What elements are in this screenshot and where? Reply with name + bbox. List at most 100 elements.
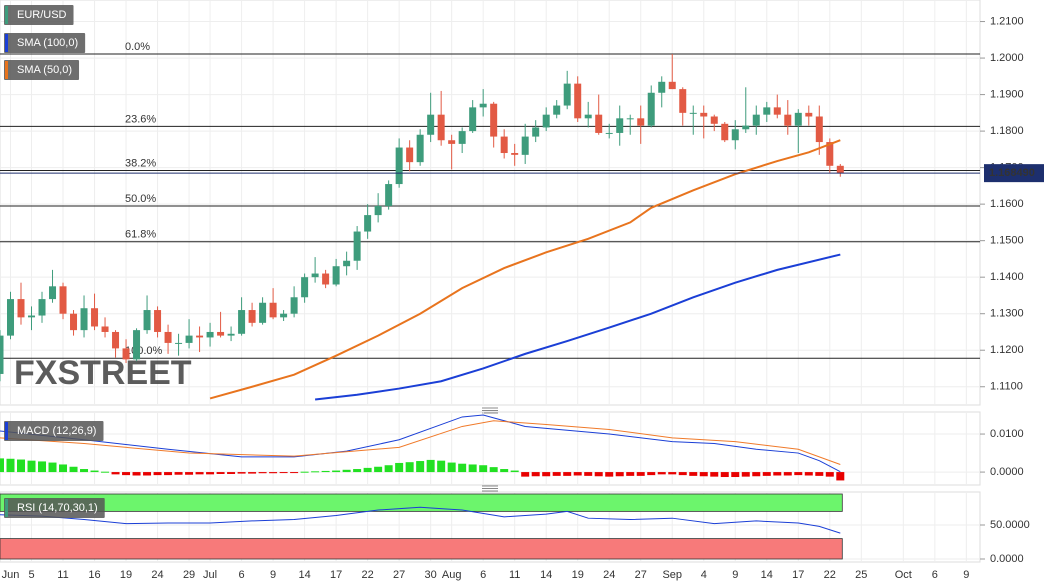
legend-swatch <box>5 6 8 24</box>
legend-item[interactable]: RSI (14,70,30,1) <box>4 498 105 518</box>
x-tick-label: 24 <box>603 569 615 581</box>
histogram-bar <box>227 472 236 474</box>
legend-swatch <box>5 422 8 440</box>
histogram-bar <box>311 471 320 473</box>
candle-body <box>836 165 844 174</box>
histogram-bar <box>437 460 446 473</box>
candle-body <box>353 231 361 261</box>
histogram-bar <box>153 472 162 476</box>
x-tick-label: 11 <box>57 569 68 581</box>
y-tick-label: 50.0000 <box>990 519 1030 531</box>
y-tick-label: 0.0000 <box>990 466 1024 478</box>
fib-label: 61.8% <box>125 229 156 241</box>
candle-body <box>133 330 141 360</box>
resize-handle[interactable] <box>482 407 498 414</box>
overbought-zone <box>0 493 843 512</box>
y-tick-label: 1.1800 <box>990 125 1024 137</box>
candle-body <box>385 184 393 206</box>
candle-body <box>332 266 340 285</box>
histogram-bar <box>647 472 656 476</box>
candle-body <box>700 112 708 117</box>
grid-layer: Jun 5 11 16 19 24 29 Jul 6 9 14 17 22 27 30 Aug 6 11 14 19 2… <box>0 0 1030 581</box>
histogram-bar <box>143 472 152 476</box>
candle-body <box>175 342 183 344</box>
x-tick-label: 17 <box>330 569 342 581</box>
histogram-bar <box>573 472 582 476</box>
histogram-bar <box>563 472 572 476</box>
candle-body <box>752 114 760 126</box>
histogram-bar <box>122 472 131 476</box>
histogram-bar <box>0 458 4 473</box>
rsi-plot <box>0 493 843 560</box>
histogram-bar <box>741 472 750 477</box>
histogram-bar <box>38 461 47 473</box>
candle-body <box>574 83 582 119</box>
candle-body <box>626 118 634 120</box>
histogram-bar <box>773 472 782 476</box>
y-tick-label: 1.1200 <box>990 344 1024 356</box>
resize-handle[interactable] <box>482 485 498 492</box>
rsi-line <box>0 506 841 534</box>
candle-body <box>658 81 666 93</box>
histogram-bar <box>689 472 698 476</box>
legend-item[interactable]: MACD (12,26,9) <box>4 421 104 441</box>
oversold-zone <box>0 538 843 560</box>
candle-body <box>763 107 771 115</box>
histogram-bar <box>584 472 593 476</box>
candle-body <box>584 114 592 119</box>
candle-body <box>500 136 508 154</box>
histogram-bar <box>668 472 677 475</box>
histogram-bar <box>237 472 246 474</box>
candle-body <box>269 302 277 318</box>
candle-body <box>196 335 204 338</box>
candle-body <box>322 273 330 285</box>
x-tick-label: 14 <box>540 569 552 581</box>
candle-body <box>742 125 750 130</box>
x-tick-label: 24 <box>151 569 163 581</box>
candle-body <box>154 310 162 332</box>
candle-body <box>532 127 540 137</box>
candle-body <box>668 81 676 90</box>
x-tick-label: 5 <box>28 569 34 581</box>
sma-line <box>209 139 841 400</box>
legend-item[interactable]: EUR/USD <box>4 5 74 25</box>
y-tick-label: 1.1300 <box>990 308 1024 320</box>
legend-box <box>4 33 86 53</box>
histogram-bar <box>731 472 740 478</box>
candle-body <box>374 205 382 216</box>
histogram-bar <box>332 470 341 473</box>
candle-body <box>259 302 267 323</box>
x-tick-label: Sep <box>662 569 682 581</box>
candle-body <box>164 331 172 343</box>
histogram-bar <box>783 472 792 476</box>
histogram-bar <box>804 472 813 476</box>
last-price-box <box>984 164 1044 183</box>
candle-body <box>206 331 214 338</box>
histogram-bar <box>101 471 110 473</box>
histogram-bar <box>164 472 173 476</box>
histogram-bar <box>290 472 299 474</box>
macd-line <box>0 414 841 473</box>
legend-box <box>4 421 104 441</box>
legend-item[interactable]: SMA (100,0) <box>4 33 86 53</box>
y-tick-label: 1.1500 <box>990 235 1024 247</box>
histogram-bar <box>300 471 309 473</box>
legend-swatch <box>5 61 8 79</box>
histogram-bar <box>111 472 120 475</box>
histogram-bar <box>6 458 15 473</box>
candle-body <box>364 215 372 232</box>
sma-line <box>314 253 841 401</box>
histogram-bar <box>479 465 488 473</box>
candle-body <box>616 118 624 133</box>
x-tick-label: Oct <box>895 569 912 581</box>
candle-body <box>227 333 235 336</box>
candle-body <box>805 112 813 117</box>
histogram-bar <box>248 472 257 474</box>
histogram-bar <box>836 472 845 481</box>
candle-body <box>731 129 739 141</box>
histogram-bar <box>720 472 729 478</box>
legend-item[interactable]: SMA (50,0) <box>4 60 80 80</box>
histogram-bar <box>269 472 278 474</box>
x-tick-label: 30 <box>425 569 437 581</box>
